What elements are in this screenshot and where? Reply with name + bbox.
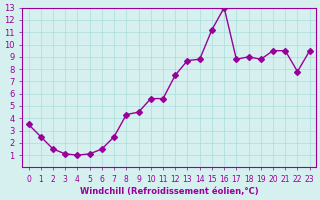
- X-axis label: Windchill (Refroidissement éolien,°C): Windchill (Refroidissement éolien,°C): [80, 187, 259, 196]
